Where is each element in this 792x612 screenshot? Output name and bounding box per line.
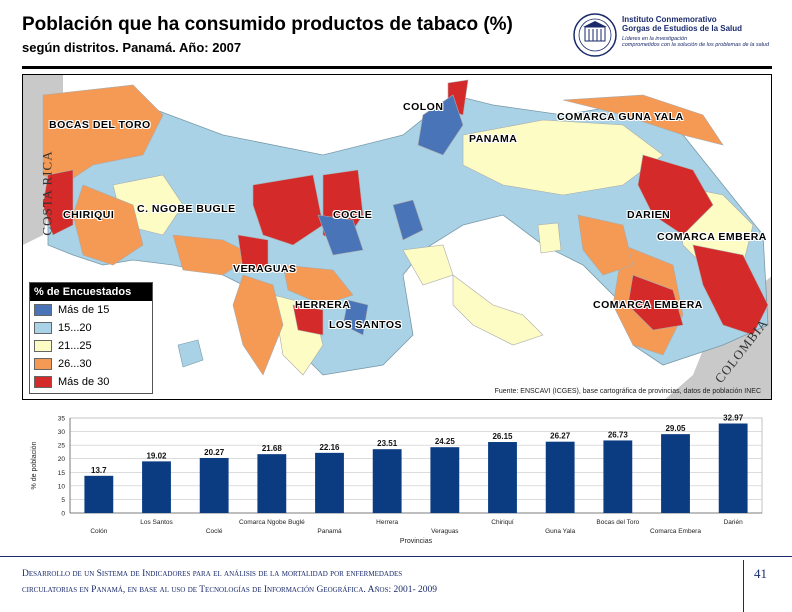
- bar-chart-svg: 0 5 10 15 20 25 30 35 13.7 Colón 19.02 Los Santos 20…: [31, 414, 763, 545]
- logo-line-2: Gorgas de Estudios de la Salud: [622, 24, 743, 33]
- logo-line-1: Instituto Conmemorativo: [622, 15, 717, 24]
- legend-label: 26...30: [58, 358, 92, 370]
- legend-swatch: [34, 322, 52, 334]
- legend-label: 21...25: [58, 340, 92, 352]
- bar-value-label: 19.02: [146, 451, 167, 460]
- legend-label: 15...20: [58, 322, 92, 334]
- bar: [718, 423, 748, 513]
- y-tick-label: 5: [61, 497, 65, 504]
- y-tick-label: 30: [58, 429, 66, 436]
- legend-title: % de Encuestados: [30, 283, 152, 301]
- bar: [84, 475, 114, 513]
- y-tick-label: 0: [61, 511, 65, 518]
- footer-line-1: Desarrollo de un Sistema de Indicadores …: [22, 569, 403, 579]
- x-tick-label: Los Santos: [140, 519, 173, 526]
- bar: [545, 441, 575, 513]
- legend-item: 21...25: [30, 337, 152, 355]
- bar-value-label: 23.51: [377, 439, 398, 448]
- bar-value-label: 21.68: [262, 444, 283, 453]
- legend-item: 26...30: [30, 355, 152, 373]
- x-tick-label: Colón: [90, 528, 107, 535]
- x-tick-label: Panamá: [317, 528, 342, 535]
- bar: [372, 449, 402, 513]
- plot-area: [69, 417, 763, 514]
- bar: [603, 440, 633, 513]
- y-tick-label: 20: [58, 456, 66, 463]
- region-label-panama: PANAMA: [469, 133, 518, 145]
- legend-swatch: [34, 340, 52, 352]
- region-label-comarca-embera-2: COMARCA EMBERA: [593, 299, 703, 311]
- bar: [142, 461, 171, 513]
- map-legend: % de Encuestados Más de 15 15...20 21...25…: [29, 282, 153, 394]
- bar-value-label: 26.73: [608, 430, 629, 439]
- bar-chart: 0 5 10 15 20 25 30 35 13.7 Colón 19.02 Los Santos 20…: [22, 406, 772, 554]
- legend-item: Más de 15: [30, 301, 152, 319]
- x-tick-label: Coclé: [206, 528, 223, 535]
- x-tick-label: Darién: [724, 519, 744, 526]
- footer-text: Desarrollo de un Sistema de Indicadores …: [22, 566, 722, 598]
- x-tick-label: Bocas del Toro: [596, 519, 639, 526]
- legend-item: 15...20: [30, 319, 152, 337]
- region-label-bocas-del-toro: BOCAS DEL TORO: [49, 119, 151, 131]
- y-tick-label: 10: [58, 483, 66, 490]
- bar-value-label: 26.27: [550, 432, 571, 441]
- legend-swatch: [34, 358, 52, 370]
- institute-seal-icon: [573, 13, 617, 57]
- region-label-herrera: HERRERA: [295, 299, 351, 311]
- x-tick-label: Comarca Ngobe Buglé: [239, 519, 305, 526]
- header-rule: [22, 66, 772, 69]
- page-number-box: 41: [743, 560, 792, 612]
- bar-value-label: 32.97: [723, 414, 744, 423]
- bar-value-label: 13.7: [91, 466, 107, 475]
- region-label-cocle: COCLE: [333, 209, 373, 221]
- legend-item: Más de 30: [30, 373, 152, 391]
- bar-value-label: 26.15: [492, 432, 513, 441]
- legend-items: Más de 15 15...20 21...25 26...30 Más de 30: [30, 301, 152, 391]
- region-label-los-santos: LOS SANTOS: [329, 319, 403, 331]
- bar-value-label: 29.05: [665, 424, 686, 433]
- bar-value-label: 20.27: [204, 448, 225, 457]
- y-tick-label: 25: [58, 443, 66, 450]
- y-axis-title: % de población: [31, 441, 38, 489]
- footer-line-2: circulatorias en Panamá, en base al uso …: [22, 585, 438, 595]
- region-label-darien: DARIEN: [627, 209, 671, 221]
- logo-line-3: Líderes en la investigación: [622, 36, 688, 42]
- region-label-veraguas: VERAGUAS: [233, 263, 297, 275]
- institute-logo: Instituto Conmemorativo Gorgas de Estudi…: [572, 12, 772, 62]
- x-tick-label: Comarca Embera: [650, 528, 701, 535]
- region-label-chiriqui: CHIRIQUI: [63, 209, 115, 221]
- bar-value-label: 22.16: [319, 443, 340, 452]
- logo-line-4: comprometidos con la solución de los pro…: [622, 42, 770, 48]
- bar: [315, 452, 344, 513]
- legend-swatch: [34, 304, 52, 316]
- bar: [661, 434, 690, 513]
- y-tick-label: 15: [58, 470, 66, 477]
- x-tick-label: Chiriquí: [491, 519, 514, 526]
- choropleth-map: COSTA RICA COLOMBIA COLON BOCAS DEL TORO…: [22, 74, 772, 400]
- y-tick-label: 35: [58, 416, 66, 423]
- legend-label: Más de 30: [58, 376, 110, 388]
- region-label-ngobe-bugle: C. NGOBE BUGLE: [137, 203, 236, 215]
- country-label-costa-rica: COSTA RICA: [39, 150, 55, 236]
- page-subtitle: según distritos. Panamá. Año: 2007: [22, 40, 242, 55]
- x-tick-label: Guna Yala: [545, 528, 576, 535]
- legend-label: Más de 15: [58, 304, 110, 316]
- x-tick-label: Herrera: [376, 519, 398, 526]
- bar: [488, 442, 517, 513]
- region-label-comarca-embera-1: COMARCA EMBERA: [657, 231, 767, 243]
- x-tick-label: Veraguas: [431, 528, 459, 535]
- page-title: Población que ha consumido productos de …: [22, 14, 513, 35]
- bar: [199, 457, 229, 513]
- region-label-colon: COLON: [403, 101, 444, 113]
- footer-rule: [0, 556, 792, 557]
- legend-swatch: [34, 376, 52, 388]
- region-label-comarca-guna-yala: COMARCA GUNA YALA: [557, 111, 684, 123]
- map-shapes: [23, 75, 771, 399]
- map-source: Fuente: ENSCAVI (ICGES), base cartográfi…: [494, 388, 761, 395]
- bar: [430, 447, 460, 513]
- page-number: 41: [754, 566, 767, 581]
- bar-value-label: 24.25: [435, 437, 456, 446]
- bar: [257, 454, 287, 513]
- x-axis-title: Provincias: [400, 538, 433, 545]
